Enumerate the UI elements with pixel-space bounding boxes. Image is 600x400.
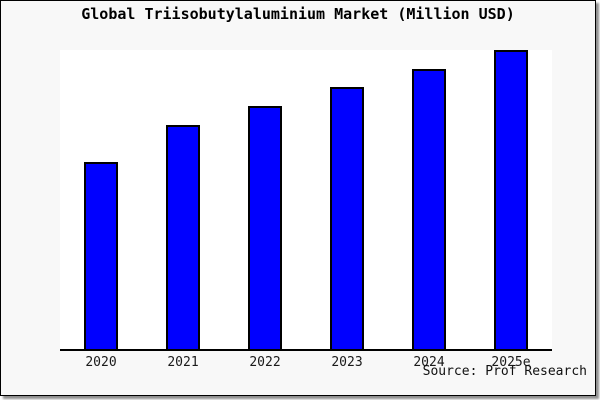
x-axis-line [60, 349, 552, 351]
x-tick-label: 2024 [413, 355, 445, 370]
bar-2024 [412, 69, 446, 351]
bar-2023 [330, 87, 364, 351]
chart-title: Global Triisobutylaluminium Market (Mill… [81, 5, 515, 23]
x-tick-label: 2022 [249, 355, 281, 370]
bar-2022 [248, 106, 282, 351]
x-tick-label: 2021 [167, 355, 199, 370]
x-tick-label: 2025e [491, 355, 531, 370]
bar-2021 [166, 125, 200, 351]
plot-area [60, 50, 552, 351]
x-tick-label: 2020 [85, 355, 117, 370]
x-axis-labels: 2020 2021 2022 2023 2024 2025e [60, 355, 552, 371]
bar-2025e [494, 50, 528, 351]
source-credit: Source: Prof Research [422, 364, 587, 379]
x-tick-label: 2023 [331, 355, 363, 370]
bar-2020 [84, 162, 118, 351]
